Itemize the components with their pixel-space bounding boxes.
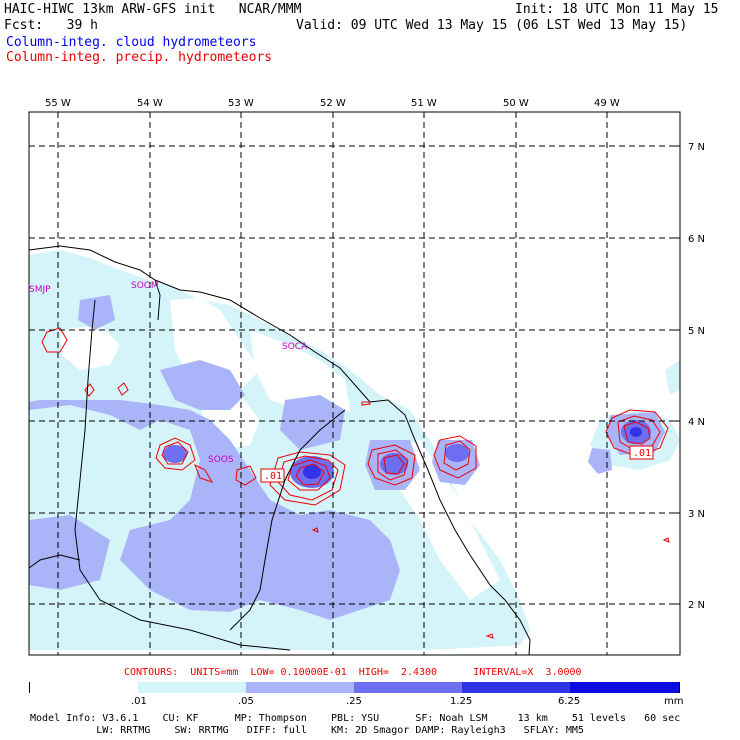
tick-marks [57, 112, 680, 605]
colorbar-tick-4: 1.25 [450, 696, 473, 707]
colorbar-tick-1: .01 [131, 696, 147, 707]
lat-label-4n: 4 N [688, 417, 705, 428]
precip-contours [41, 327, 670, 639]
colorbar-bin-3 [246, 682, 354, 693]
lon-label-55w: 55 W [45, 98, 71, 109]
lon-label-53w: 53 W [228, 98, 254, 109]
cloud-field-core [303, 427, 642, 479]
lon-label-54w: 54 W [137, 98, 163, 109]
station-soca: SOCA [282, 342, 308, 352]
lat-label-2n: 2 N [688, 600, 705, 611]
contour-label-boxes [260, 445, 654, 483]
lat-label-6n: 6 N [688, 234, 705, 245]
legend-precip: Column-integ. precip. hydrometeors [6, 50, 273, 65]
station-soos: SOOS [208, 455, 234, 465]
colorbar-tick-3: .25 [346, 696, 362, 707]
lon-label-49w: 49 W [594, 98, 620, 109]
graticule [29, 112, 680, 655]
model-info-line1: Model Info: V3.6.1 CU: KF MP: Thompson P… [30, 713, 681, 724]
lat-label-3n: 3 N [688, 509, 705, 520]
colorbar-units: mm [664, 696, 684, 707]
header-valid: Valid: 09 UTC Wed 13 May 15 (06 LST Wed … [296, 18, 688, 33]
colorbar-bin-1 [30, 682, 138, 693]
lat-label-5n: 5 N [688, 326, 705, 337]
coastlines-borders [28, 245, 531, 656]
header-fcst: Fcst: 39 h [4, 18, 98, 33]
colorbar-tick-2: .05 [238, 696, 254, 707]
header-title: HAIC-HIWC 13km ARW-GFS init NCAR/MMM [4, 2, 302, 17]
colorbar-bin-6 [570, 682, 679, 693]
colorbar-tick-5: 6.25 [558, 696, 581, 707]
plot-frame [28, 111, 681, 656]
header-init: Init: 18 UTC Mon 11 May 15 [515, 2, 719, 17]
colorbar-bin-5 [462, 682, 570, 693]
lon-label-50w: 50 W [503, 98, 529, 109]
contour-label-1: .01 [264, 471, 282, 482]
legend-cloud: Column-integ. cloud hydrometeors [6, 35, 257, 50]
contour-info: CONTOURS: UNITS=mm LOW= 0.10000E-01 HIGH… [124, 667, 582, 678]
station-soom: SOOM [131, 281, 159, 291]
colorbar-bin-2 [138, 682, 246, 693]
colorbar-bin-4 [354, 682, 462, 693]
contour-label-2: .01 [633, 448, 651, 459]
lon-label-51w: 51 W [411, 98, 437, 109]
model-info-line2: LW: RRTMG SW: RRTMG DIFF: full KM: 2D Sm… [30, 725, 584, 736]
lon-label-52w: 52 W [320, 98, 346, 109]
station-smjp: SMJP [29, 285, 51, 295]
lat-label-7n: 7 N [688, 142, 705, 153]
